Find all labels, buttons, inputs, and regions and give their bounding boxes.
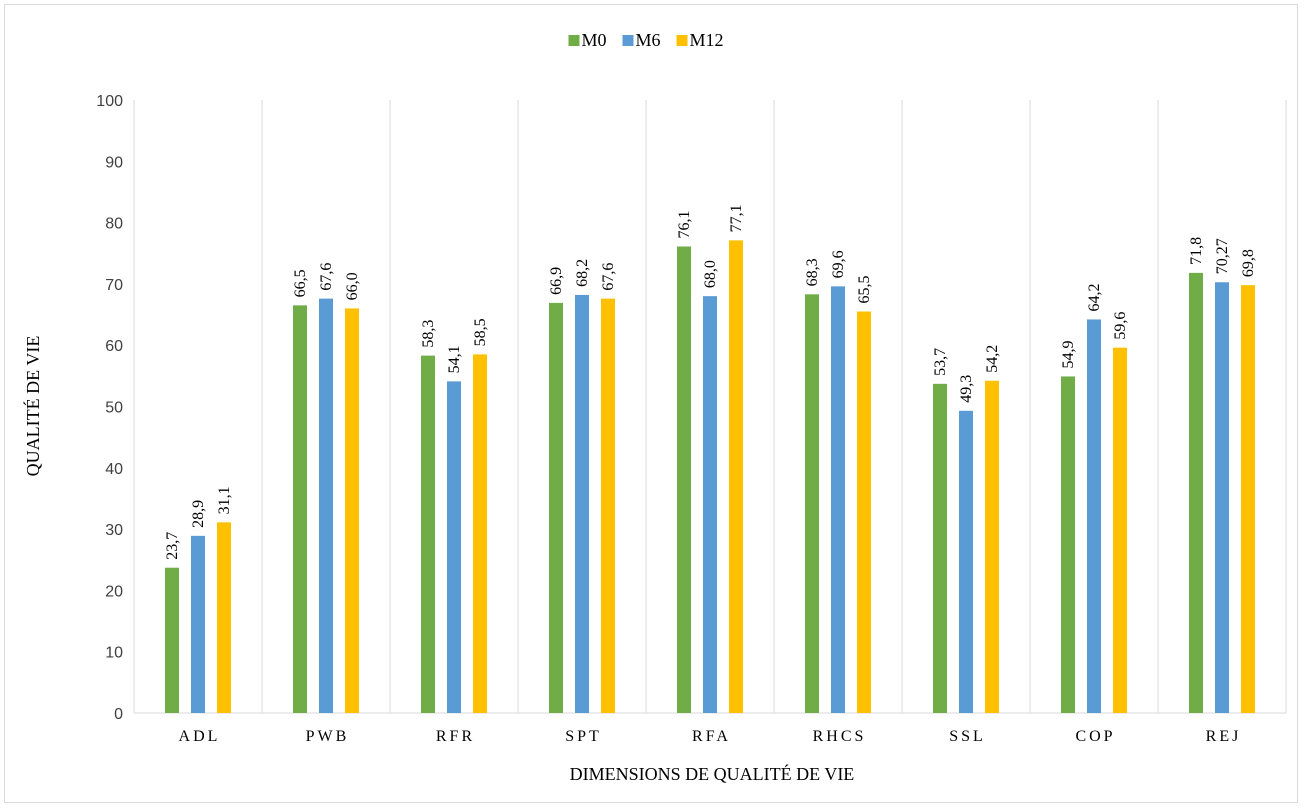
bar-m12 [217, 522, 231, 713]
y-tick-label: 70 [105, 277, 123, 294]
data-label: 71,8 [1188, 237, 1205, 265]
data-label: 66,0 [344, 272, 361, 300]
bar-m12 [1241, 285, 1255, 713]
bar-m6 [319, 298, 333, 713]
data-labels: 23,7 66,5 58,3 66,9 76,1 68,3 53,7 54,9 71,8 28,9… [164, 204, 1257, 559]
y-tick-label: 30 [105, 522, 123, 539]
x-category-label: REJ [1206, 728, 1242, 745]
bars [165, 240, 1255, 713]
legend-label-m0: M0 [582, 30, 607, 50]
bar-m6 [1087, 319, 1101, 713]
y-axis-title: QUALITÉ DE VIE [22, 336, 43, 477]
chart-frame [4, 4, 1298, 803]
data-label: 54,9 [1060, 340, 1077, 368]
bar-m6 [703, 296, 717, 713]
legend-swatch-m6 [622, 35, 634, 46]
data-label: 77,1 [728, 204, 745, 232]
y-tick-label: 50 [105, 400, 123, 417]
x-axis-title: DIMENSIONS DE QUALITÉ DE VIE [570, 763, 855, 784]
data-label: 23,7 [164, 532, 181, 560]
data-label: 58,5 [472, 318, 489, 346]
axes: 0 10 20 30 40 50 60 70 80 90 100 ADL PWB RFR SPT RFA RHC… [96, 93, 1286, 745]
y-tick-label: 20 [105, 583, 123, 600]
bar-m6 [447, 381, 461, 713]
bar-m12 [985, 380, 999, 713]
data-label: 59,6 [1112, 312, 1129, 340]
bar-m0 [805, 294, 819, 713]
data-label: 67,6 [600, 263, 617, 291]
bar-m0 [421, 355, 435, 713]
bar-m6 [191, 535, 205, 713]
x-category-label: COP [1075, 728, 1115, 745]
bar-m6 [1215, 282, 1229, 713]
y-tick-label: 10 [105, 645, 123, 662]
data-label: 54,1 [446, 345, 463, 373]
data-label: 68,3 [804, 258, 821, 286]
y-tick-label: 80 [105, 216, 123, 233]
bar-m0 [933, 383, 947, 713]
data-label: 68,0 [702, 260, 719, 288]
bar-m12 [857, 311, 871, 713]
x-category-label: PWB [306, 728, 350, 745]
bar-m0 [165, 567, 179, 713]
bar-m0 [677, 246, 691, 713]
bar-m6 [831, 286, 845, 713]
data-label: 58,3 [420, 320, 437, 348]
x-category-label: ADL [179, 728, 221, 745]
bar-m0 [293, 305, 307, 713]
data-label: 69,6 [830, 250, 847, 278]
x-category-label: RHCS [813, 728, 867, 745]
legend-label-m12: M12 [690, 30, 724, 50]
data-label: 66,5 [292, 269, 309, 297]
data-label: 70,27 [1214, 238, 1231, 274]
bar-m0 [1189, 272, 1203, 713]
data-label: 49,3 [958, 375, 975, 403]
x-category-label: SPT [565, 728, 602, 745]
data-label: 53,7 [932, 348, 949, 376]
bar-m12 [473, 354, 487, 713]
data-label: 67,6 [318, 263, 335, 291]
data-label: 54,2 [984, 345, 1001, 373]
bar-m6 [575, 294, 589, 713]
data-label: 68,2 [574, 259, 591, 287]
y-tick-label: 40 [105, 461, 123, 478]
y-tick-label: 90 [105, 154, 123, 171]
legend-swatch-m0 [568, 35, 580, 46]
data-label: 69,8 [1240, 249, 1257, 277]
data-label: 65,5 [856, 275, 873, 303]
grid-lines [133, 100, 1287, 713]
y-tick-label: 60 [105, 338, 123, 355]
x-category-label: RFR [436, 728, 475, 745]
data-label: 28,9 [190, 500, 207, 528]
bar-m12 [729, 240, 743, 713]
data-label: 76,1 [676, 211, 693, 239]
data-label: 31,1 [216, 486, 233, 514]
legend: M0 M6 M12 [568, 30, 724, 50]
bar-m12 [345, 308, 359, 713]
data-label: 66,9 [548, 267, 565, 295]
legend-swatch-m12 [676, 35, 688, 46]
bar-m0 [1061, 376, 1075, 713]
data-label: 64,2 [1086, 283, 1103, 311]
legend-label-m6: M6 [636, 30, 661, 50]
bar-m12 [1113, 347, 1127, 713]
x-category-label: SSL [949, 728, 986, 745]
bar-m0 [549, 302, 563, 713]
y-tick-label: 0 [114, 706, 123, 723]
bar-m6 [959, 410, 973, 713]
bar-m12 [601, 298, 615, 713]
y-tick-label: 100 [96, 93, 123, 110]
x-category-label: RFA [692, 728, 731, 745]
